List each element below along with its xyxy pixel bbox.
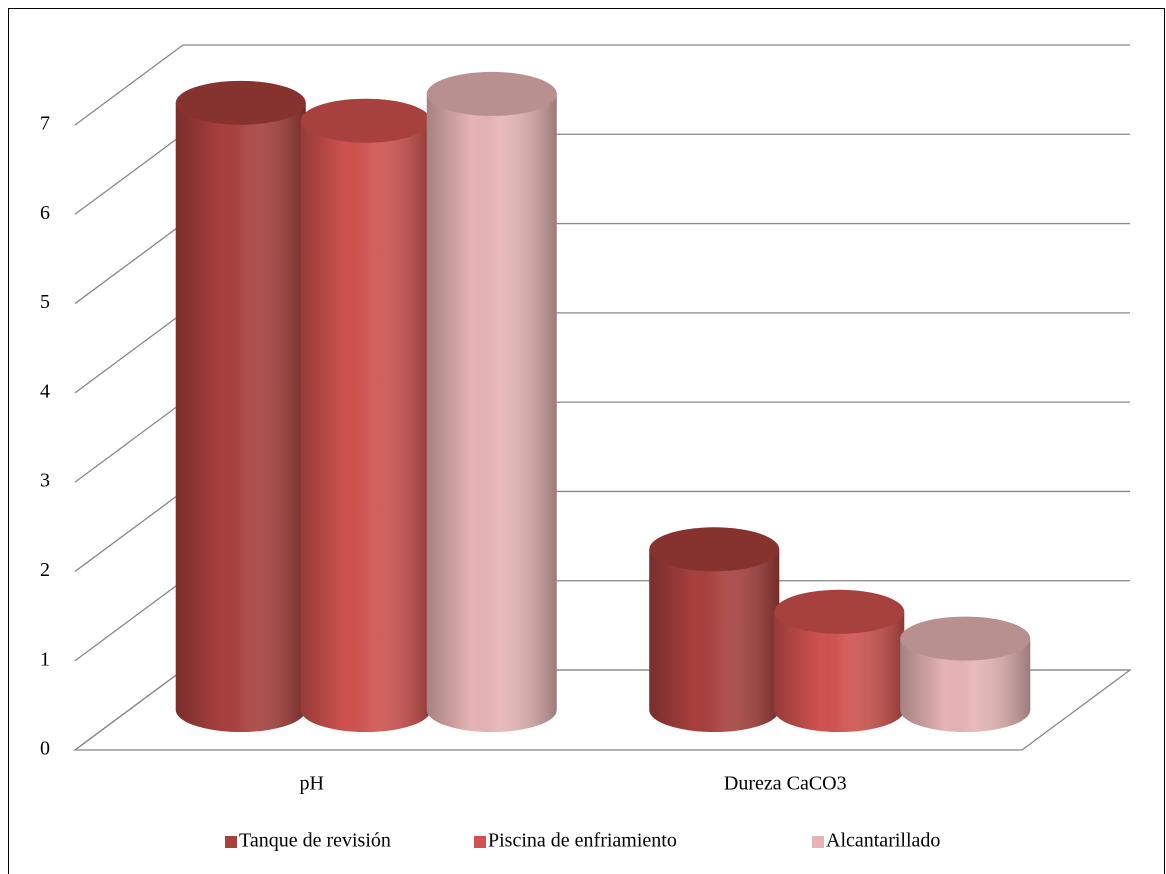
y-tick-label: 6 [40, 202, 50, 224]
y-tick-label: 4 [40, 380, 50, 402]
legend-label: Tanque de revisión [239, 830, 391, 852]
chart-border [8, 8, 1165, 874]
cylinder-shading [774, 611, 905, 732]
legend-label: Alcantarillado [826, 830, 940, 852]
legend-label: Piscina de enfriamiento [488, 830, 677, 852]
cylinder-top-shading [426, 71, 557, 116]
cylinder-shading [426, 93, 557, 732]
y-tick-label: 1 [40, 648, 50, 670]
cylinder-top [300, 98, 431, 143]
cylinder-top-shading [300, 98, 431, 143]
cylinder-top [649, 527, 780, 572]
cylinder-top [900, 616, 1031, 661]
legend-marker [474, 836, 486, 848]
y-tick-label: 5 [40, 291, 50, 313]
y-tick-label: 2 [40, 559, 50, 581]
cylinder-top-shading [900, 616, 1031, 661]
cylinder-shading [300, 120, 431, 732]
grid-line [74, 44, 1130, 126]
x-tick-label: pH [300, 773, 324, 795]
cylinder-shading [649, 549, 780, 732]
y-tick-label: 0 [40, 738, 50, 760]
y-tick-label: 3 [40, 470, 50, 492]
cylinder-top-shading [175, 80, 306, 125]
cylinder-top-shading [774, 589, 905, 634]
cylinder-shading [175, 102, 306, 732]
cylinder-top-shading [649, 527, 780, 572]
legend-marker [812, 836, 824, 848]
cylinder-top [774, 589, 905, 634]
y-tick-label: 7 [40, 113, 50, 135]
cylinder-top [426, 71, 557, 116]
legend-marker [225, 836, 237, 848]
x-tick-label: Dureza CaCO3 [724, 773, 847, 795]
cylinder-shading [900, 638, 1031, 732]
cylinder-top [175, 80, 306, 125]
